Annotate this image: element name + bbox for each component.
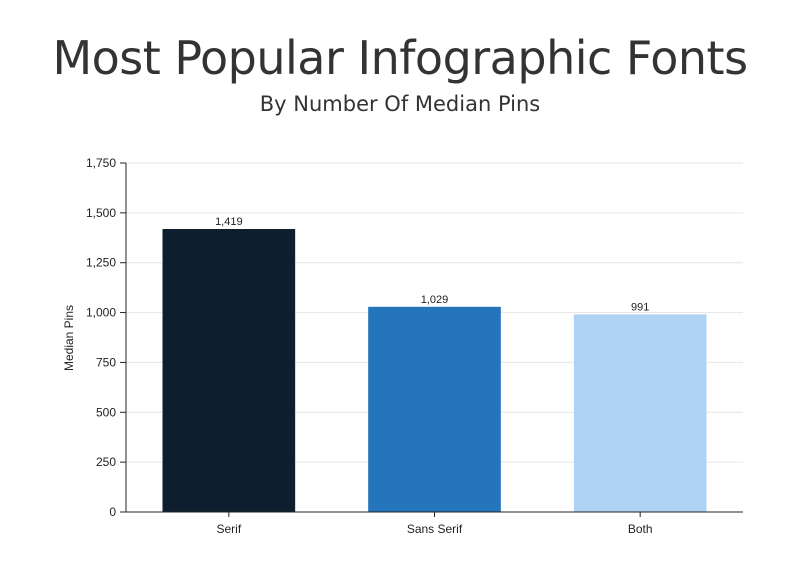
chart-title: Most Popular Infographic Fonts <box>52 31 748 85</box>
y-tick-label: 250 <box>96 455 116 469</box>
x-tick-label: Serif <box>216 522 241 536</box>
bar <box>162 229 296 512</box>
y-axis: 0 250 500 750 1,000 1,250 1,500 1,750 <box>86 156 127 519</box>
x-tick-label: Sans Serif <box>407 522 463 536</box>
y-tick-label: 500 <box>96 405 116 419</box>
y-tick-label: 1,000 <box>86 306 116 320</box>
data-labels: 1,419 1,029 991 <box>215 216 649 313</box>
data-label: 1,419 <box>215 216 243 228</box>
x-axis: Serif Sans Serif Both <box>126 511 743 536</box>
bar <box>573 314 707 512</box>
data-label: 1,029 <box>421 294 449 306</box>
y-axis-label: Median Pins <box>62 305 76 371</box>
chart-subtitle: By Number Of Median Pins <box>259 92 541 116</box>
bar <box>368 306 501 512</box>
x-tick-label: Both <box>628 522 653 536</box>
y-tick-label: 1,500 <box>86 206 116 220</box>
y-tick-label: 1,750 <box>86 156 116 170</box>
data-label: 991 <box>631 301 649 313</box>
y-tick-label: 1,250 <box>86 256 116 270</box>
bars <box>162 229 707 512</box>
y-tick-label: 0 <box>109 505 116 519</box>
y-tick-label: 750 <box>96 355 116 369</box>
